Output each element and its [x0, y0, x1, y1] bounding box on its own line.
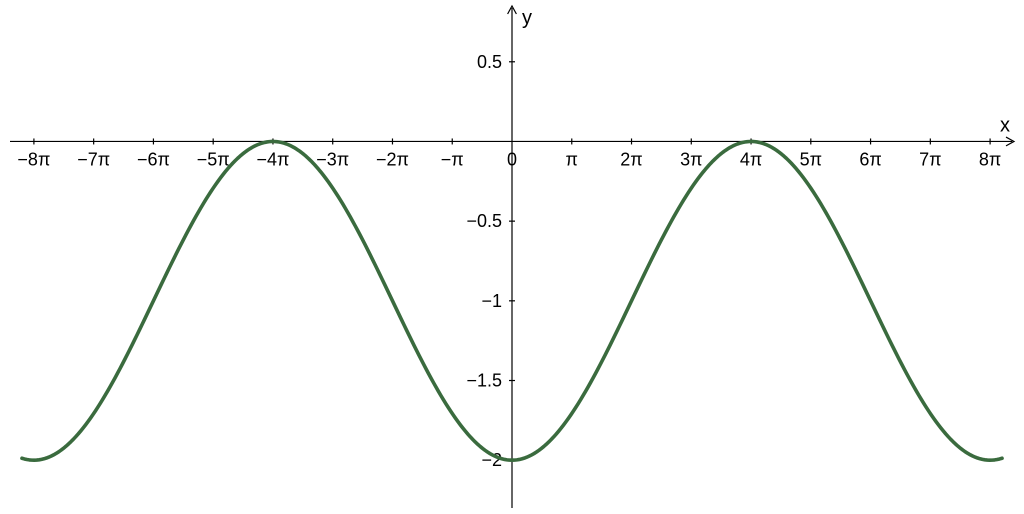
x-tick-label: −3π	[316, 149, 349, 169]
x-tick-label: −2π	[376, 149, 409, 169]
x-tick-label: 8π	[979, 149, 1001, 169]
x-tick-label: 2π	[620, 149, 642, 169]
x-tick-label: π	[566, 149, 578, 169]
y-tick-label: −0.5	[466, 211, 502, 231]
x-tick-label: −8π	[17, 149, 50, 169]
x-tick-label: −6π	[137, 149, 170, 169]
chart-container: −8π −7π −6π −5π −4π −3π −2π −π 0 π 2π 3π 4π 5π 6π 7π 8π −…	[0, 0, 1024, 514]
x-tick-label: −5π	[197, 149, 230, 169]
x-tick-label: −π	[441, 149, 464, 169]
y-tick-label: 0.5	[477, 52, 502, 72]
x-tick-label: 7π	[919, 149, 941, 169]
chart-svg: −8π −7π −6π −5π −4π −3π −2π −π 0 π 2π 3π 4π 5π 6π 7π 8π −…	[0, 0, 1024, 514]
x-tick-label: 6π	[859, 149, 881, 169]
x-tick-label: −7π	[77, 149, 110, 169]
x-axis-label: x	[1000, 114, 1010, 136]
y-tick-label: −1.5	[466, 371, 502, 391]
y-axis-label: y	[522, 7, 532, 29]
x-tick-label: −4π	[256, 149, 289, 169]
x-tick-label: 0	[507, 149, 517, 169]
x-tick-label: 4π	[740, 149, 762, 169]
x-tick-label: 5π	[800, 149, 822, 169]
x-tick-label: 3π	[680, 149, 702, 169]
y-tick-label: −1	[481, 291, 502, 311]
